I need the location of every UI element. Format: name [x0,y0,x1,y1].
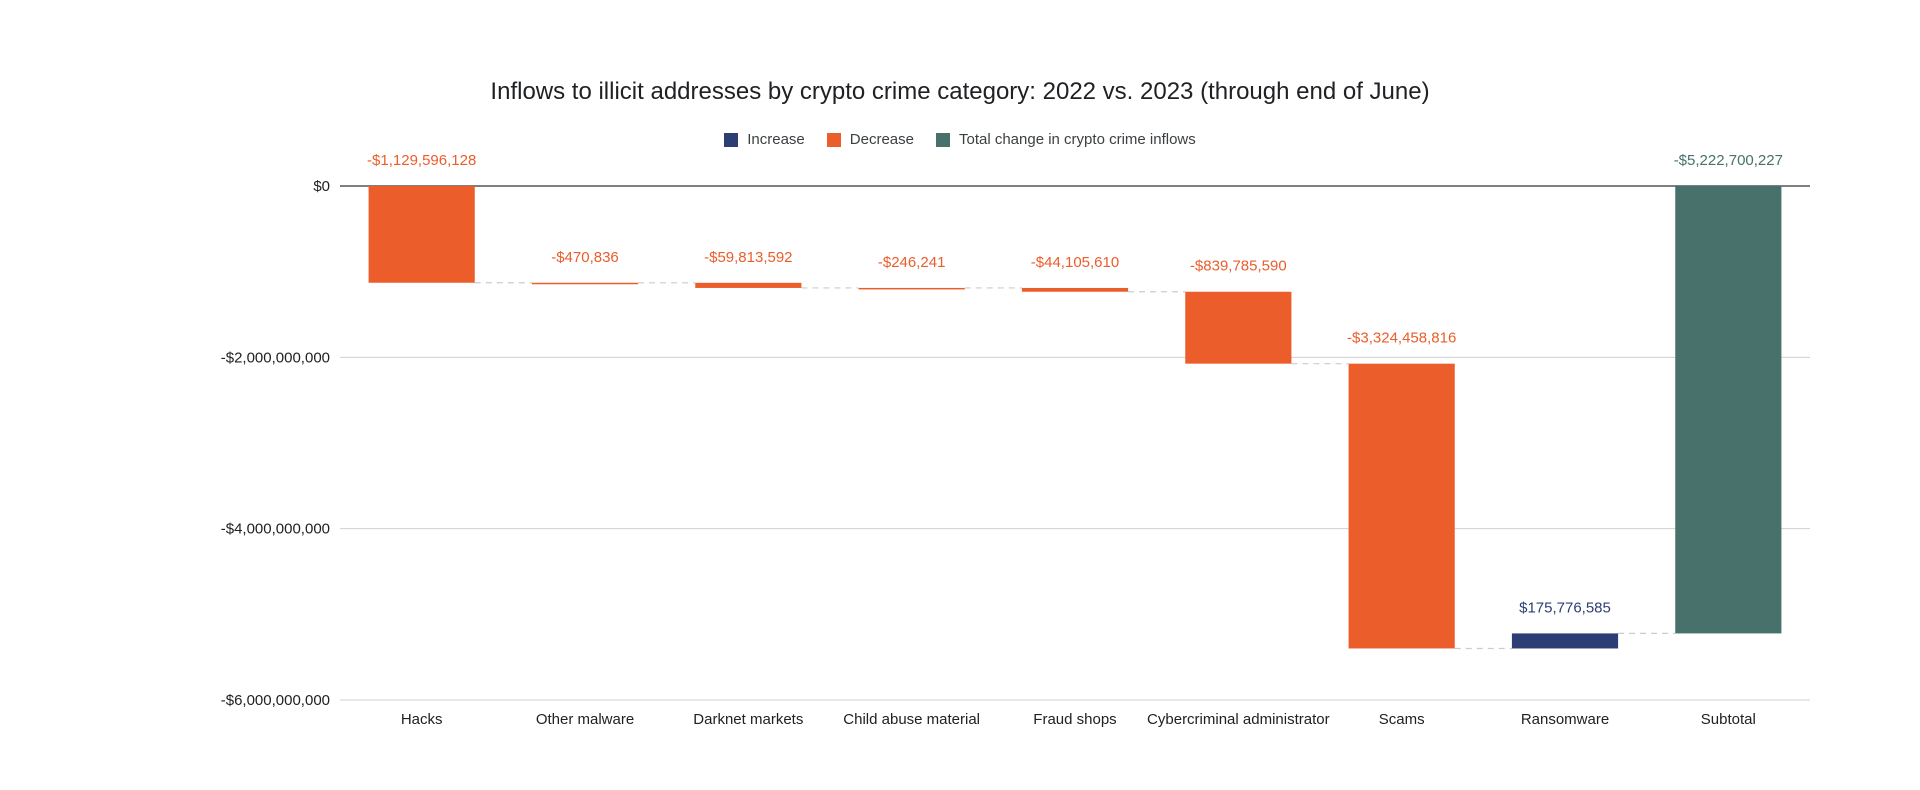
legend-label-increase: Increase [747,131,805,148]
data-label: -$470,836 [551,249,619,266]
legend-swatch-decrease [826,132,841,147]
bars [368,186,1782,649]
data-label: -$1,129,596,128 [367,152,476,169]
x-tick-label: Fraud shops [1033,711,1116,728]
bar-other-malware [531,282,639,285]
legend-label-decrease: Decrease [849,131,914,148]
y-tick-label: $0 [313,178,330,195]
data-label: -$3,324,458,816 [1347,330,1456,347]
bar-darknet-markets [695,282,802,288]
data-label: $175,776,585 [1519,599,1611,616]
legend-item-total: Total change in crypto crime inflows [935,131,1196,148]
bar-ransomware [1511,633,1619,649]
data-labels: -$1,129,596,128 -$470,836 -$59,813,592 -$24… [367,152,1783,616]
x-tick-label: Darknet markets [693,711,803,728]
data-label: -$839,785,590 [1190,258,1287,275]
bar-scams [1348,363,1455,649]
legend-item-decrease: Decrease [826,131,914,148]
x-tick-label: Child abuse material [843,711,980,728]
y-tick-label: -$2,000,000,000 [221,349,330,366]
x-tick-label: Ransomware [1521,711,1609,728]
bar-cybercriminal-administrator [1185,291,1292,364]
x-tick-label: Hacks [401,711,443,728]
legend-swatch-increase [724,132,739,147]
connector-lines [474,282,1676,650]
grid-lines [340,185,1810,701]
bar-fraud-shops [1021,287,1129,292]
y-tick-label: -$6,000,000,000 [221,692,330,709]
data-label: -$44,105,610 [1031,254,1119,271]
x-tick-label: Subtotal [1701,711,1756,728]
x-tick-label: Cybercriminal administrator [1147,711,1330,728]
data-label: -$5,222,700,227 [1674,152,1783,169]
bar-subtotal [1675,186,1782,634]
bar-hacks [368,186,475,283]
data-label: -$59,813,592 [704,249,792,266]
legend-label-total: Total change in crypto crime inflows [958,131,1196,148]
y-axis-ticks: $0 -$2,000,000,000 -$4,000,000,000 -$6,000,… [221,178,330,709]
legend: Increase Decrease Total change in crypto… [0,131,1920,148]
legend-item-increase: Increase [724,131,805,148]
x-tick-label: Other malware [536,711,634,728]
x-axis-ticks: Hacks Other malware Darknet markets Child a… [401,711,1756,728]
data-label: -$246,241 [878,254,946,271]
bar-child-abuse-material [858,287,965,290]
y-tick-label: -$4,000,000,000 [221,521,330,538]
legend-swatch-total [935,132,950,147]
x-tick-label: Scams [1379,711,1425,728]
chart-title: Inflows to illicit addresses by crypto c… [490,78,1430,105]
